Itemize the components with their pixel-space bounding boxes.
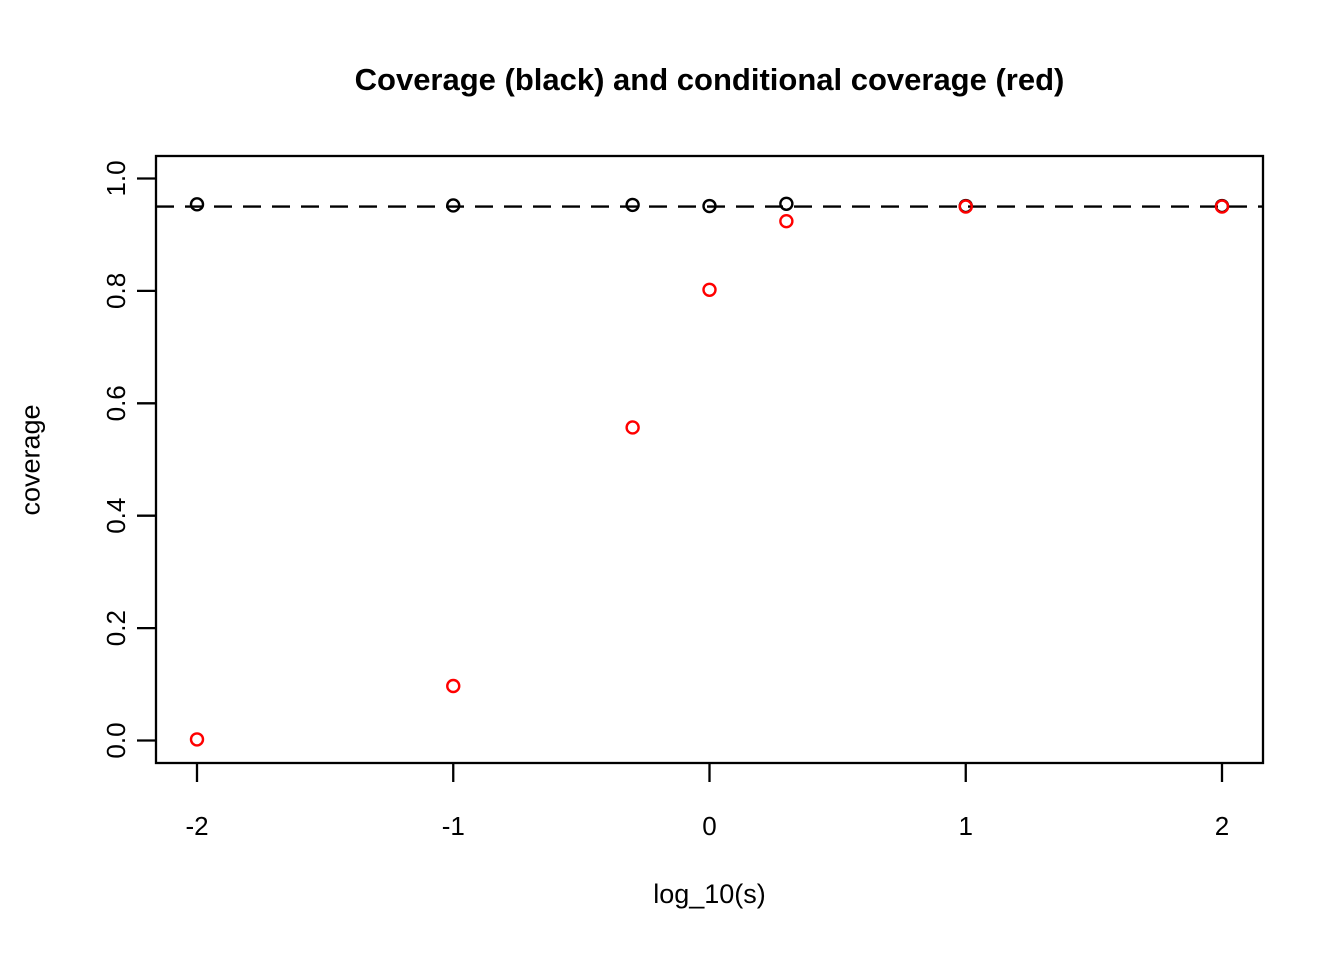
data-point-black (702, 198, 717, 214)
plot-box (154, 154, 1265, 765)
y-tick-label: 1.0 (101, 160, 131, 196)
x-tick-label: -1 (442, 811, 465, 841)
y-tick-label: 0.4 (101, 498, 131, 534)
data-point-black (446, 198, 461, 213)
data-point-red (702, 282, 717, 297)
x-axis-label: log_10(s) (653, 879, 766, 909)
data-point-red (1214, 199, 1230, 214)
data-point-red (779, 213, 794, 229)
data-point-red (446, 678, 461, 694)
x-tick-label: 0 (702, 811, 716, 841)
data-point-red (625, 420, 640, 435)
x-tick-label: -2 (185, 811, 208, 841)
chart-title: Coverage (black) and conditional coverag… (354, 62, 1065, 97)
y-tick-label: 0.0 (101, 722, 131, 758)
data-point-black (779, 196, 794, 211)
x-tick-label: 1 (959, 811, 973, 841)
y-tick-label: 0.2 (101, 610, 131, 646)
data-point-black (625, 197, 640, 213)
x-tick-label: 2 (1215, 811, 1229, 841)
y-tick-label: 0.6 (101, 385, 131, 421)
y-axis-label: coverage (15, 404, 46, 516)
y-tick-label: 0.8 (101, 273, 131, 309)
data-point-red (958, 199, 973, 214)
data-point-black (189, 197, 205, 212)
data-point-red (189, 732, 205, 747)
